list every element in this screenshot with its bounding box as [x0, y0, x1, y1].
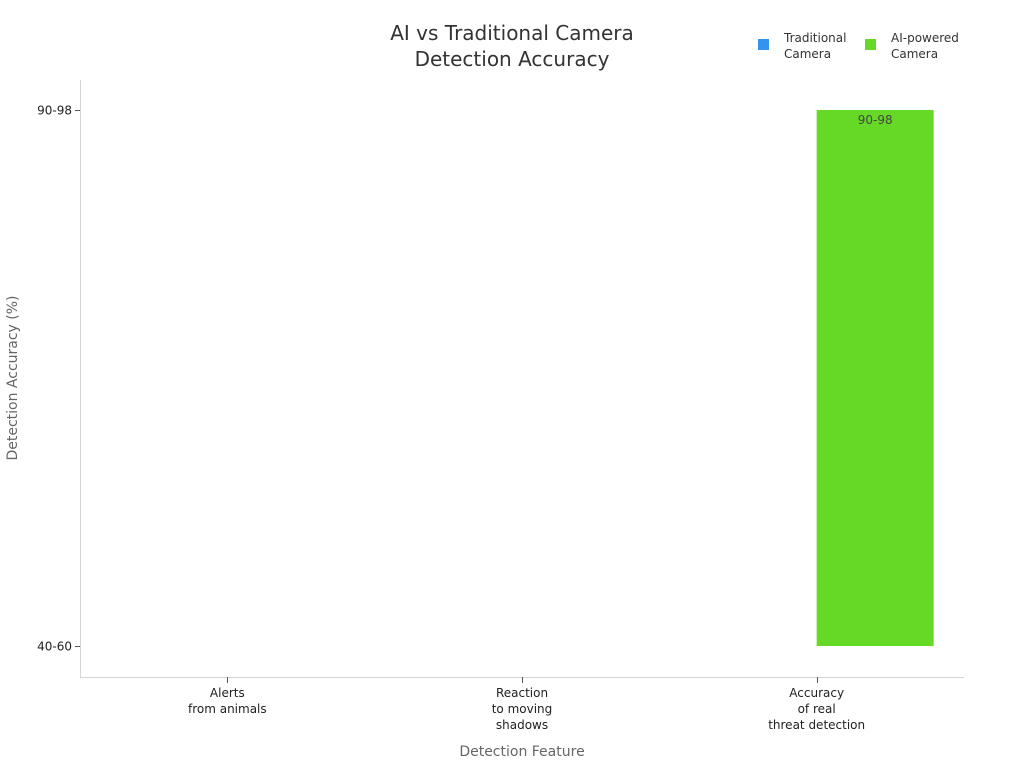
y-axis-title: Detection Accuracy (%): [5, 295, 21, 460]
legend-swatch: [865, 39, 876, 50]
data-labels: 90-98: [858, 113, 893, 127]
legend: Traditional Camera AI-powered Camera: [758, 31, 959, 61]
legend-swatch: [758, 39, 769, 50]
y-tick-label: 90-98: [37, 104, 72, 118]
legend-label: Traditional Camera: [783, 31, 846, 61]
legend-item: Traditional Camera: [758, 31, 846, 61]
legend-label: AI-powered Camera: [891, 31, 959, 61]
chart-title-text: AI vs Traditional Camera Detection Accura…: [390, 21, 634, 71]
legend-item: AI-powered Camera: [865, 31, 959, 61]
x-axis-ticks: Alerts from animals Reaction to moving shado…: [188, 677, 865, 732]
y-axis-ticks: 40-60 90-98: [37, 104, 80, 654]
bar: [816, 110, 934, 646]
bars: [816, 110, 934, 646]
chart-title: AI vs Traditional Camera Detection Accura…: [390, 21, 634, 71]
x-axis-title: Detection Feature: [459, 744, 584, 760]
x-tick-label: Accuracy of real threat detection: [768, 686, 865, 732]
x-tick-label: Reaction to moving shadows: [492, 686, 553, 732]
x-tick-label: Alerts from animals: [188, 686, 267, 716]
y-tick-label: 40-60: [37, 640, 72, 654]
data-label: 90-98: [858, 113, 893, 127]
